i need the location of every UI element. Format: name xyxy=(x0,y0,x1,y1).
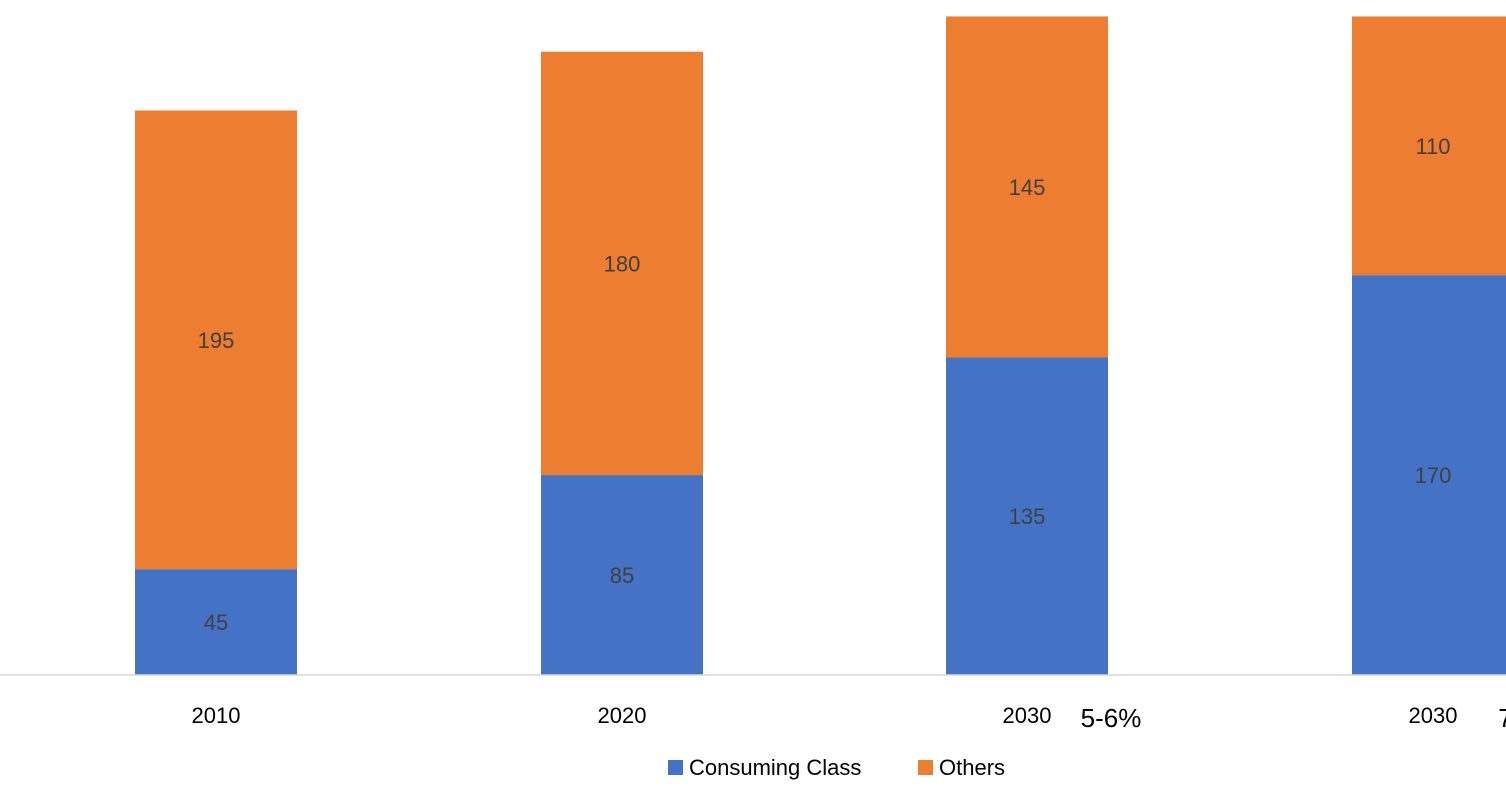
data-label: 45 xyxy=(204,610,228,635)
data-label: 110 xyxy=(1415,134,1450,159)
bar-segment-others xyxy=(946,16,1108,358)
bar-segment-others xyxy=(135,110,297,570)
data-label: 170 xyxy=(1415,463,1452,488)
bar-segment-consuming-class xyxy=(946,357,1108,675)
legend-label: Others xyxy=(939,755,1005,780)
bar-segment-others xyxy=(541,51,703,476)
bars-layer xyxy=(135,16,1506,675)
x-tick-label: 2030 xyxy=(1409,703,1458,728)
legend-swatch xyxy=(918,760,933,775)
bar-segment-consuming-class xyxy=(135,569,297,675)
bar-segment-consuming-class xyxy=(541,475,703,675)
data-label: 85 xyxy=(610,563,634,588)
x-tick-labels-layer: 2010 2020 2030 2030 xyxy=(192,703,1458,728)
data-label: 145 xyxy=(1009,175,1046,200)
legend: Consuming Class Others xyxy=(668,755,1005,780)
data-label: 135 xyxy=(1009,504,1046,529)
legend-label: Consuming Class xyxy=(689,755,861,780)
bar-segment-consuming-class xyxy=(1352,275,1506,675)
data-labels-layer: 45 195 85 180 135 145 170 110 xyxy=(198,134,1452,635)
x-tick-label: 2020 xyxy=(598,703,647,728)
category-notes-layer: 5-6% 7% xyxy=(1081,703,1506,733)
bar-segment-others xyxy=(1352,16,1506,276)
category-note: 5-6% xyxy=(1081,703,1142,733)
data-label: 180 xyxy=(604,251,641,276)
x-tick-label: 2010 xyxy=(192,703,241,728)
legend-swatch xyxy=(668,760,683,775)
category-note: 7% xyxy=(1498,703,1506,733)
data-label: 195 xyxy=(198,328,235,353)
x-tick-label: 2030 xyxy=(1003,703,1052,728)
